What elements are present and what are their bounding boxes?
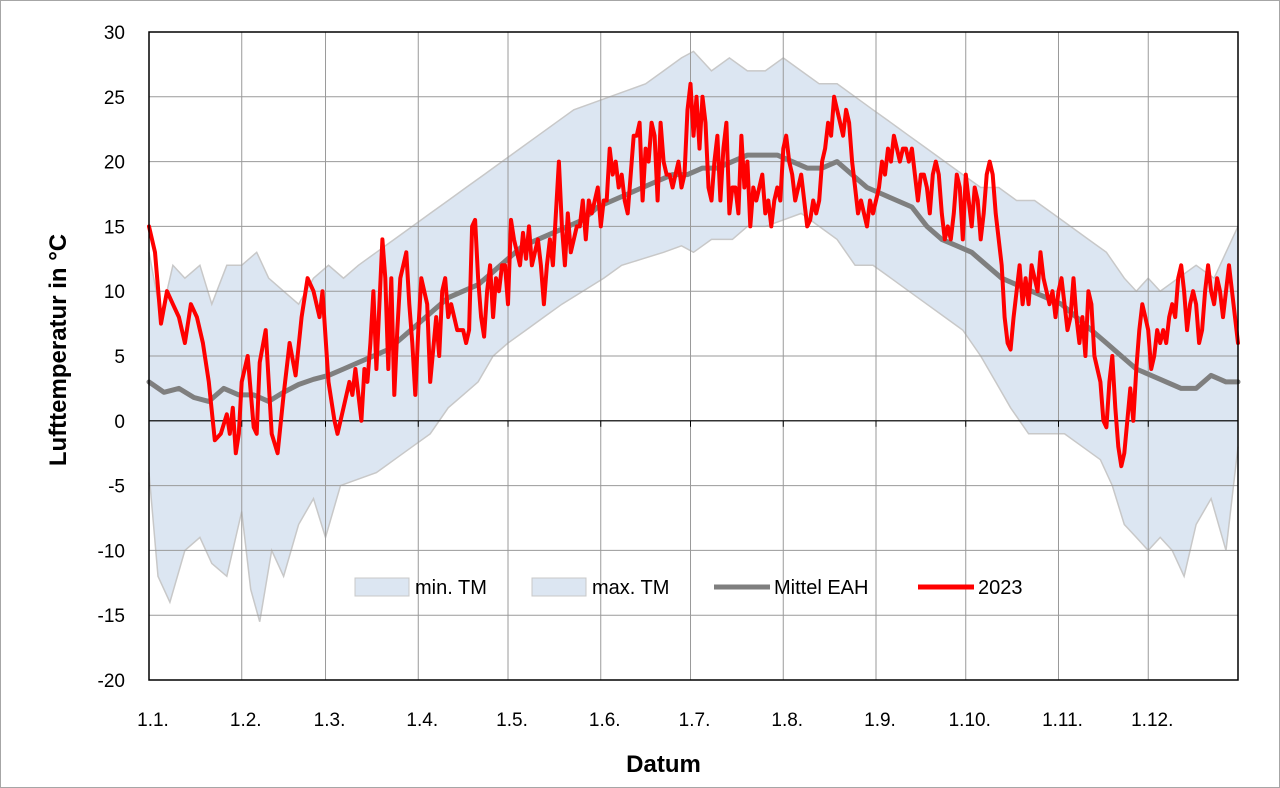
y-tick-label: -20: [98, 671, 125, 692]
y-tick-label: 20: [104, 153, 125, 174]
y-tick-label: 30: [104, 23, 125, 44]
x-tick-label: 1.9.: [864, 710, 896, 731]
plot-border: [148, 31, 1239, 681]
legend-label: min. TM: [415, 577, 487, 599]
x-axis-title: Datum: [626, 751, 701, 778]
legend-label: 2023: [978, 577, 1023, 599]
y-tick-label: -10: [98, 541, 125, 562]
x-tick-label: 1.3.: [314, 710, 346, 731]
x-tick-label: 1.12.: [1131, 710, 1173, 731]
y-tick-label: 0: [114, 412, 125, 433]
series-lines: [146, 81, 1241, 469]
y-tick-label: -5: [108, 477, 125, 498]
y-axis-title: Lufttemperatur in °C: [45, 234, 72, 466]
x-tick-label: 1.8.: [771, 710, 803, 731]
legend-item: Mittel EAH: [714, 577, 868, 599]
legend-label: max. TM: [592, 577, 669, 599]
y-tick-label: 15: [104, 217, 125, 238]
legend-swatch: [354, 577, 410, 597]
x-tick-label: 1.10.: [949, 710, 991, 731]
x-tick-label: 1.4.: [406, 710, 438, 731]
legend-item: min. TM: [354, 577, 487, 599]
y-tick-label: 10: [104, 282, 125, 303]
y-tick-label: 25: [104, 88, 125, 109]
x-tick-label: 1.2.: [230, 710, 262, 731]
x-tick-label: 1.11.: [1042, 710, 1083, 731]
legend: min. TM max. TM Mittel EAH 2023: [354, 577, 1023, 599]
y-tick-label: 5: [114, 347, 125, 368]
x-axis-ticks: 1.1. 1.2. 1.3. 1.4. 1.5. 1.6. 1.7. 1.8. 1.9. 1.10…: [137, 710, 1173, 731]
y-axis-ticks: 30 25 20 15 10 5 0 -5 -10 -15 -20: [98, 23, 125, 692]
legend-item: 2023: [918, 577, 1023, 599]
x-tick-label: 1.5.: [496, 710, 528, 731]
legend-label: Mittel EAH: [774, 577, 868, 599]
x-tick-label: 1.6.: [589, 710, 621, 731]
x-tick-label: 1.7.: [679, 710, 711, 731]
series-2023-line: [147, 81, 1240, 469]
x-tick-label: 1.1.: [137, 710, 169, 731]
y-tick-label: -15: [98, 606, 125, 627]
legend-item: max. TM: [531, 577, 669, 599]
legend-swatch: [531, 577, 587, 597]
